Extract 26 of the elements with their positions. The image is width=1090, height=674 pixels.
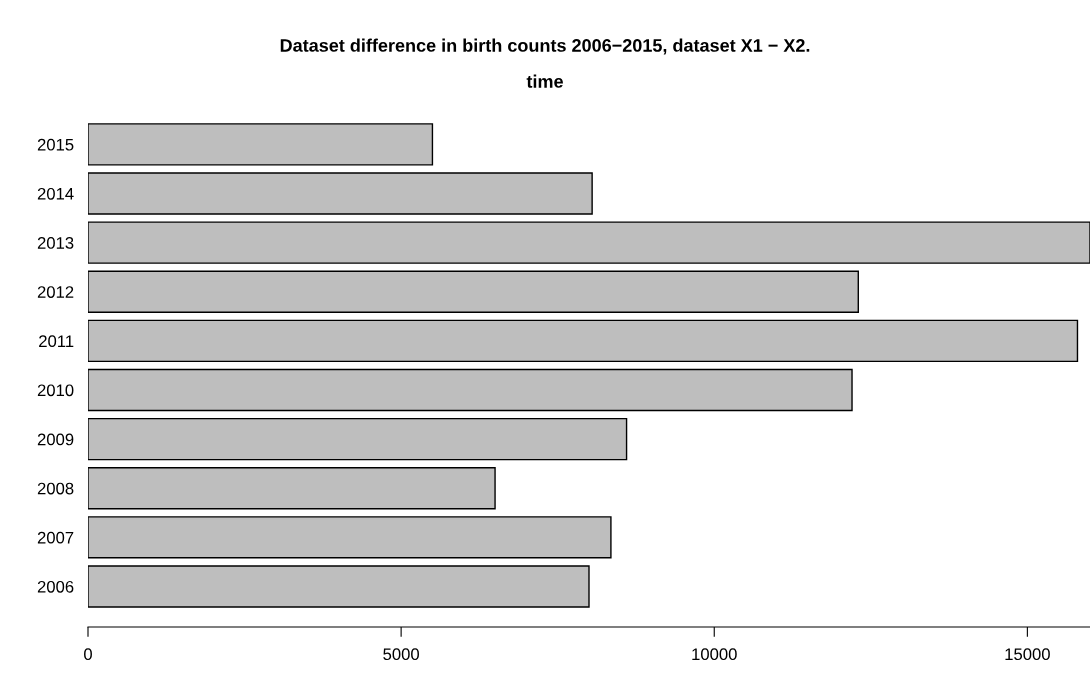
y-tick-label: 2010 xyxy=(37,384,74,397)
x-tick-label: 5000 xyxy=(383,648,420,661)
bar xyxy=(88,516,612,559)
bar xyxy=(88,123,434,166)
x-tick-label: 10000 xyxy=(692,648,737,661)
y-tick-label: 2009 xyxy=(37,433,74,446)
bar xyxy=(88,467,496,510)
bar xyxy=(88,417,628,461)
bar xyxy=(88,172,593,215)
y-tick-label: 2015 xyxy=(37,138,74,151)
y-tick-label: 2012 xyxy=(37,286,74,298)
y-tick-label: 2014 xyxy=(37,187,74,200)
bar xyxy=(88,565,590,608)
chart-subtitle: time xyxy=(526,74,563,88)
x-tick-label: 0 xyxy=(84,648,92,661)
y-tick-label: 2011 xyxy=(39,335,74,348)
y-tick-label: 2006 xyxy=(37,580,74,593)
y-tick-label: 2013 xyxy=(37,237,74,249)
bar xyxy=(88,368,853,412)
bar xyxy=(88,221,1090,264)
x-tick-label: 15000 xyxy=(1005,648,1050,661)
y-tick-label: 2008 xyxy=(37,482,74,495)
bar xyxy=(88,319,1079,363)
chart-title: Dataset difference in birth counts 2006−2015, dataset X1 − X2. xyxy=(280,38,810,55)
bar xyxy=(88,270,859,313)
y-tick-label: 2007 xyxy=(37,531,74,544)
